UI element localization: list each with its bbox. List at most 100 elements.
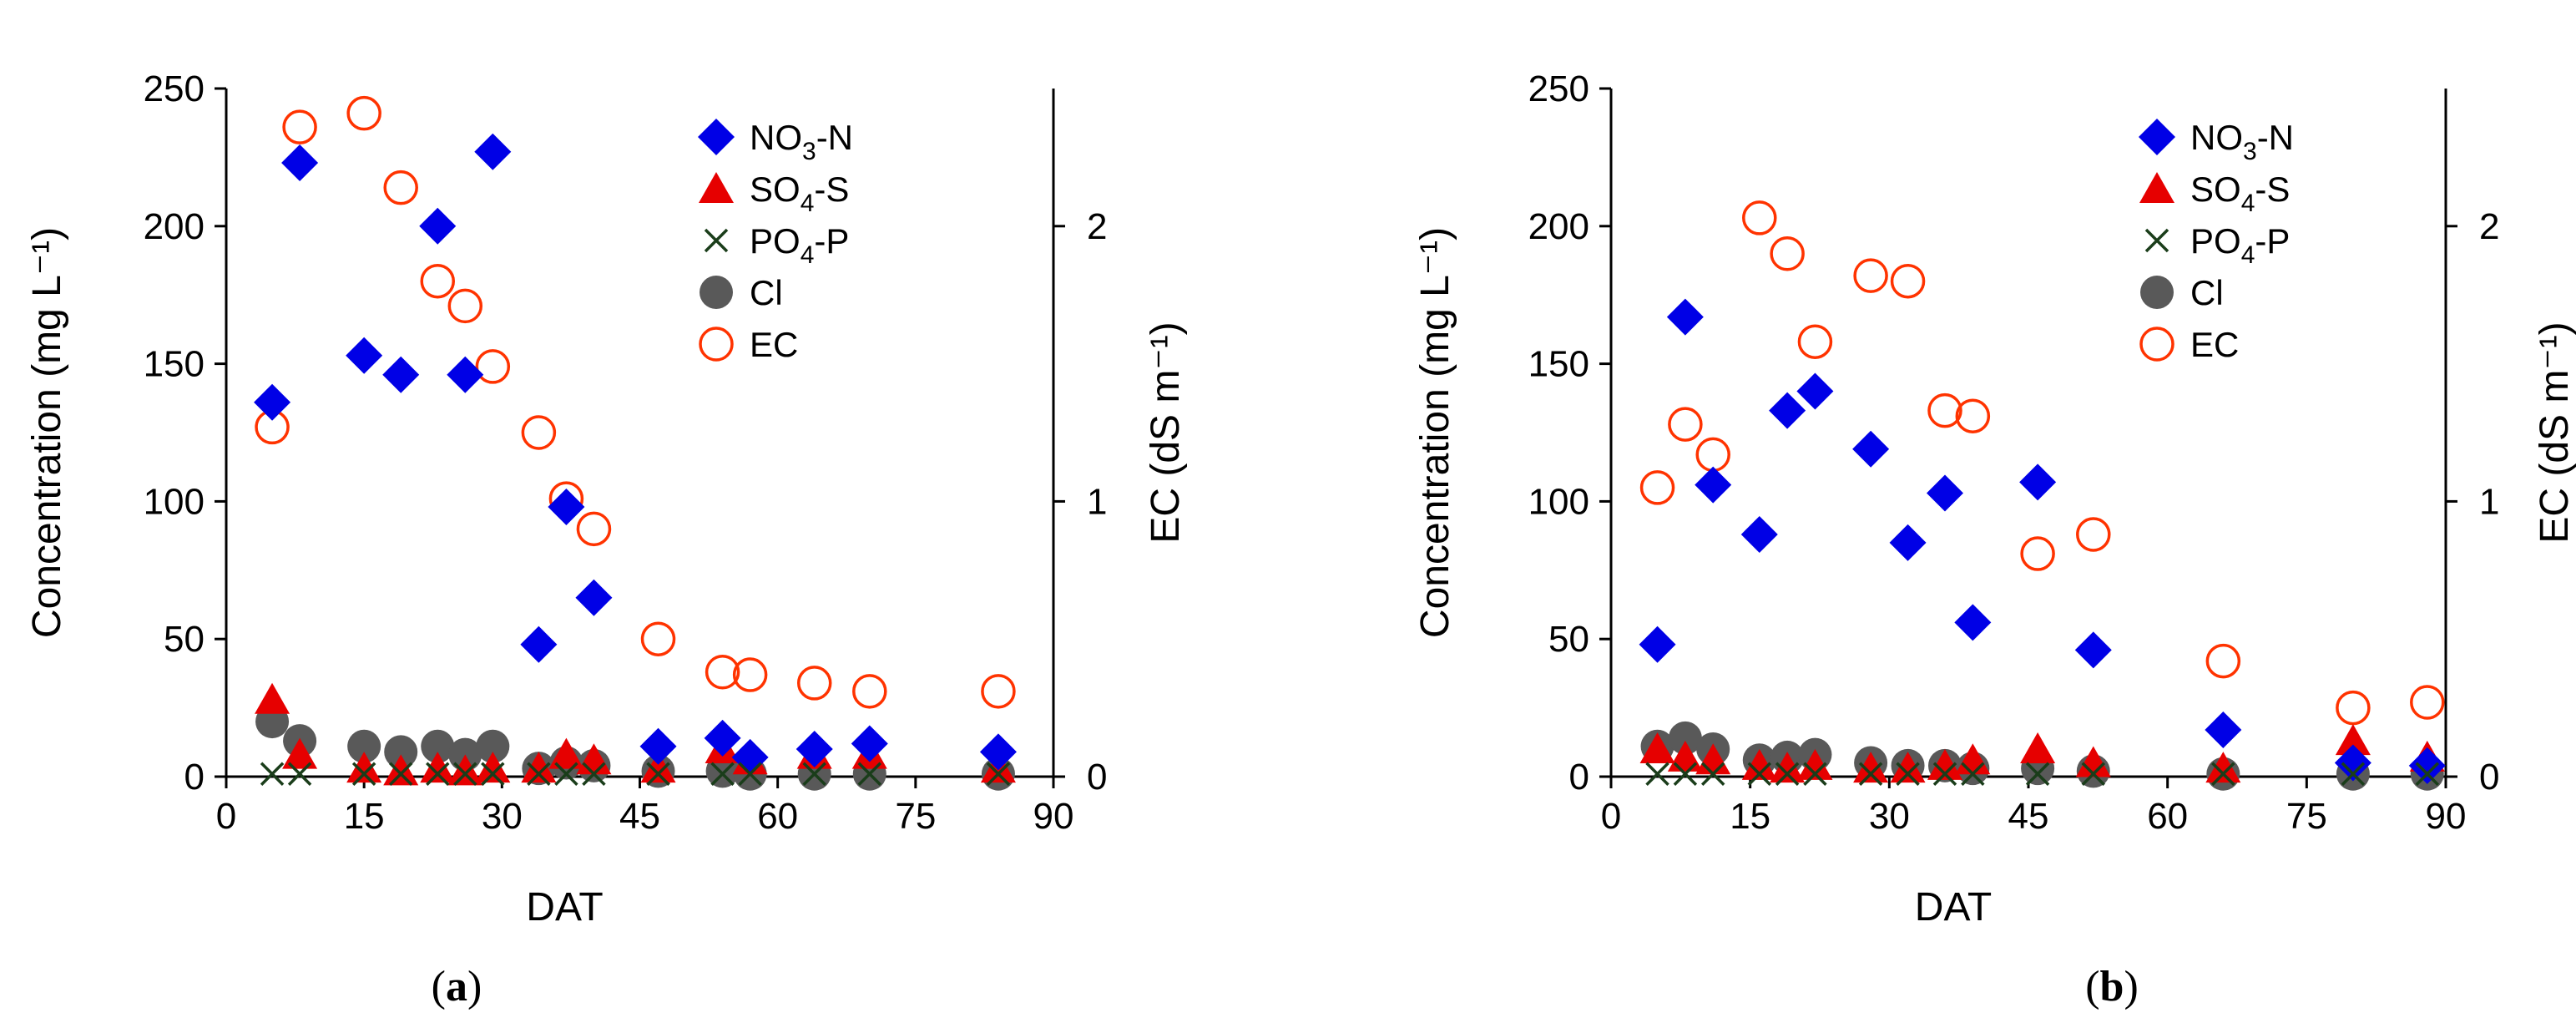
data-point-po4-p — [287, 762, 312, 786]
y-tick-label-right: 1 — [1087, 481, 1107, 522]
x-tick-label: 0 — [216, 796, 236, 837]
legend-marker-ec — [699, 327, 734, 362]
data-point-ec — [2076, 517, 2111, 552]
data-point-ec — [420, 263, 456, 299]
legend-marker-cl — [700, 276, 733, 309]
panel-label-letter: b — [2100, 963, 2124, 1010]
data-point-ec — [576, 511, 612, 547]
data-point-so4-s — [475, 752, 511, 783]
legend-label-subscript: 4 — [2241, 190, 2255, 217]
data-point-po4-p — [1896, 762, 1920, 786]
y-tick-label-left: 50 — [164, 619, 205, 660]
x-tick-label: 45 — [2008, 796, 2049, 837]
data-point-ec — [282, 109, 317, 144]
data-point-po4-p — [2415, 762, 2440, 786]
legend-label: NO3-N — [750, 118, 853, 165]
data-point-ec — [521, 415, 557, 450]
data-point-po4-p — [582, 762, 606, 786]
data-point-no3-n — [2334, 744, 2371, 782]
data-point-po4-p — [2081, 762, 2106, 786]
legend-label-subscript: 3 — [2243, 138, 2257, 165]
panel-label-close: ) — [2124, 963, 2138, 1010]
data-point-ec — [705, 655, 740, 690]
data-point-so4-s — [255, 682, 290, 714]
legend-label-tail: -S — [2255, 170, 2290, 209]
legend-label-main: SO — [750, 170, 801, 209]
legend-label: NO3-N — [2190, 118, 2294, 165]
data-point-ec — [2336, 690, 2371, 726]
data-point-po4-p — [1747, 762, 1772, 786]
data-point-ec — [1853, 258, 1888, 293]
y-tick-label-right: 0 — [2479, 757, 2499, 798]
data-point-ec — [383, 170, 418, 205]
data-point-so4-s — [2075, 746, 2111, 777]
x-axis-title: DAT — [526, 885, 603, 929]
data-point-no3-n — [2408, 747, 2446, 784]
legend-label-tail: -N — [816, 118, 853, 157]
data-point-no3-n — [447, 356, 484, 393]
data-point-no3-n — [2074, 631, 2112, 669]
data-point-po4-p — [646, 762, 670, 786]
legend-marker-cl — [2140, 276, 2174, 309]
data-point-ec — [981, 674, 1016, 709]
y-axis-title-left: Concentration (mg L⁻¹) — [1413, 227, 1457, 638]
x-tick-label: 15 — [1730, 796, 1770, 837]
x-tick-label: 60 — [2147, 796, 2188, 837]
data-point-po4-p — [802, 762, 826, 786]
data-point-no3-n — [796, 731, 833, 768]
x-tick-label: 90 — [2426, 796, 2467, 837]
data-point-po4-p — [2341, 762, 2366, 786]
data-point-cl — [476, 729, 510, 763]
y-tick-label-right: 0 — [1087, 757, 1107, 798]
data-point-po4-p — [481, 762, 505, 786]
legend-label: PO4-P — [2190, 221, 2290, 269]
panel-label-close: ) — [467, 963, 482, 1010]
data-point-ec — [1742, 200, 1777, 235]
legend-marker-no3-n — [2139, 119, 2175, 155]
data-point-po4-p — [426, 762, 450, 786]
data-point-ec — [2205, 643, 2241, 679]
legend-label-tail: -P — [814, 221, 849, 261]
data-point-no3-n — [281, 144, 319, 181]
y-tick-label-left: 0 — [1569, 757, 1589, 798]
y-tick-label-left: 0 — [184, 757, 205, 798]
legend-marker-no3-n — [698, 119, 735, 155]
data-point-po4-p — [986, 762, 1011, 786]
y-tick-label-right: 2 — [1087, 206, 1107, 247]
data-point-po4-p — [527, 762, 551, 786]
data-point-so4-s — [521, 752, 557, 783]
data-point-no3-n — [1639, 625, 1676, 663]
legend-label-main: PO — [750, 221, 801, 261]
data-point-po4-p — [1645, 762, 1669, 786]
data-point-cl — [1668, 721, 1702, 755]
data-point-no3-n — [474, 133, 512, 170]
x-tick-label: 90 — [1033, 796, 1074, 837]
panel-label-open: ( — [2085, 963, 2099, 1010]
data-point-so4-s — [1770, 752, 1806, 783]
data-point-po4-p — [2025, 762, 2050, 786]
legend-marker-so4-s — [699, 172, 734, 203]
data-point-no3-n — [1666, 298, 1704, 336]
legend-label-subscript: 3 — [802, 138, 816, 165]
data-point-so4-s — [1797, 748, 1833, 780]
data-point-ec — [796, 666, 832, 701]
y-tick-label-right: 2 — [2479, 206, 2499, 247]
legend-label: EC — [2190, 325, 2239, 364]
series-ec — [1639, 200, 2445, 726]
data-point-no3-n — [1695, 466, 1732, 504]
data-point-no3-n — [346, 337, 383, 374]
legend-label: SO4-S — [2190, 170, 2290, 217]
data-point-ec — [1797, 324, 1833, 359]
legend-label-tail: -P — [2255, 221, 2290, 261]
data-point-ec — [447, 288, 483, 324]
data-point-po4-p — [1700, 762, 1725, 786]
data-point-so4-s — [383, 754, 419, 786]
x-tick-label: 30 — [1869, 796, 1910, 837]
legend-label-subscript: 4 — [801, 190, 815, 217]
series-ec — [255, 95, 1016, 709]
series-no3-n — [1639, 298, 2446, 784]
legend-label: Cl — [2190, 273, 2224, 312]
data-point-no3-n — [2019, 463, 2057, 501]
data-point-po4-p — [388, 762, 413, 786]
